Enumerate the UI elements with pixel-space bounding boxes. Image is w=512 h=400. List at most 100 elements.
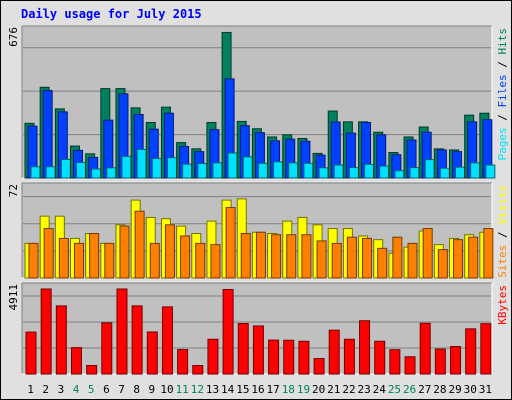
bar-sites-day-14 (225, 207, 236, 279)
x-tick-label-day-17: 17 (267, 383, 280, 396)
bar-sites-day-9 (149, 242, 160, 279)
legend-kbytes: KBytes (496, 285, 509, 325)
bar-kbytes-day-5 (86, 365, 98, 375)
bar-sites-day-10 (164, 224, 175, 279)
legend-pages: Pages (496, 127, 509, 160)
legend-files: Files (496, 74, 509, 107)
bar-pages-day-22 (348, 167, 359, 179)
bar-pages-day-8 (136, 148, 147, 179)
bar-pages-day-25 (394, 170, 405, 179)
bar-sites-day-23 (362, 237, 373, 279)
bar-sites-day-31 (483, 228, 494, 279)
bar-kbytes-day-26 (404, 356, 416, 375)
bar-sites-day-16 (255, 231, 266, 279)
x-tick-label-day-6: 6 (103, 383, 110, 396)
bar-pages-day-19 (303, 162, 314, 179)
bar-pages-day-5 (91, 168, 102, 179)
chart-panel-3: 4911 KBytes (7, 282, 509, 375)
bar-sites-day-30 (468, 236, 479, 279)
bar-sites-day-17 (271, 234, 282, 279)
bar-kbytes-day-21 (328, 329, 340, 375)
y-max-label: 676 (7, 27, 20, 47)
bar-sites-day-5 (89, 233, 100, 279)
x-tick-label-day-10: 10 (160, 383, 173, 396)
x-tick-label-day-21: 21 (327, 383, 340, 396)
bar-kbytes-day-3 (55, 305, 67, 375)
bar-pages-day-17 (273, 161, 284, 179)
bar-pages-day-27 (424, 159, 435, 179)
bar-kbytes-day-18 (283, 339, 295, 375)
bar-sites-day-20 (316, 240, 327, 279)
x-tick-label-day-14: 14 (221, 383, 235, 396)
x-tick-label-day-2: 2 (42, 383, 49, 396)
x-tick-label-day-27: 27 (418, 383, 431, 396)
bar-kbytes-day-1 (25, 331, 37, 375)
x-tick-label-day-7: 7 (118, 383, 125, 396)
chart-title: Daily usage for July 2015 (21, 7, 202, 21)
bar-pages-day-30 (470, 162, 481, 179)
bar-pages-day-11 (182, 163, 193, 179)
bar-pages-day-29 (455, 166, 466, 179)
bar-kbytes-day-23 (359, 320, 371, 375)
bar-kbytes-day-12 (192, 365, 204, 375)
bar-sites-day-7 (119, 225, 130, 279)
x-tick-label-day-13: 13 (206, 383, 219, 396)
bar-pages-day-4 (75, 161, 86, 179)
x-tick-label-day-23: 23 (358, 383, 371, 396)
bar-pages-day-10 (166, 157, 177, 179)
bar-sites-day-4 (73, 242, 84, 279)
chart-panel-1: 676 Pages / Files / Hits (7, 25, 509, 179)
x-tick-label-day-26: 26 (403, 383, 416, 396)
x-tick-label-day-4: 4 (73, 383, 80, 396)
bar-kbytes-day-28 (434, 348, 446, 375)
bar-sites-day-3 (58, 237, 69, 279)
legend-separator: / (496, 108, 509, 128)
bar-kbytes-day-20 (313, 358, 325, 375)
bar-pages-day-14 (227, 152, 238, 179)
bar-pages-day-7 (121, 155, 132, 179)
bar-kbytes-day-29 (450, 346, 462, 375)
x-tick-label-day-18: 18 (282, 383, 295, 396)
bar-kbytes-day-11 (177, 349, 189, 375)
bar-kbytes-day-15 (237, 322, 249, 375)
bar-pages-day-18 (288, 162, 299, 179)
x-tick-label-day-5: 5 (88, 383, 95, 396)
bar-sites-day-18 (286, 234, 297, 279)
x-tick-label-day-29: 29 (448, 383, 461, 396)
bar-kbytes-day-19 (298, 340, 310, 375)
bar-sites-day-15 (240, 233, 251, 279)
x-tick-label-day-31: 31 (479, 383, 492, 396)
x-tick-label-day-30: 30 (464, 383, 477, 396)
bar-kbytes-day-17 (268, 339, 280, 375)
bar-kbytes-day-24 (374, 340, 386, 375)
bar-sites-day-22 (346, 236, 357, 279)
bar-kbytes-day-16 (252, 325, 264, 375)
bar-kbytes-day-9 (146, 331, 158, 375)
bar-pages-day-20 (318, 167, 329, 179)
x-tick-label-day-8: 8 (133, 383, 140, 396)
legend-sites: Sites (496, 245, 509, 278)
x-axis-day-labels: 1 2 3 4 5 6 7 8 9 10 11 12 13 14 15 16 17 18 19 20 21 22 23 24 2… (27, 383, 492, 396)
legend-2: Sites / Visits (496, 185, 509, 278)
chart-panel-2: 72 Sites / Visits (7, 182, 509, 279)
bar-sites-day-21 (331, 242, 342, 279)
bar-sites-day-8 (134, 210, 145, 279)
legend-visits: Visits (496, 185, 509, 225)
bar-sites-day-24 (377, 247, 388, 279)
x-tick-label-day-16: 16 (251, 383, 264, 396)
bar-kbytes-day-14 (222, 288, 234, 375)
legend-hits: Hits (496, 28, 509, 55)
bar-kbytes-day-13 (207, 338, 219, 375)
bar-sites-day-27 (422, 228, 433, 279)
x-tick-label-day-28: 28 (433, 383, 446, 396)
bar-pages-day-12 (197, 163, 208, 179)
bar-sites-day-11 (180, 235, 191, 279)
bar-sites-day-12 (195, 242, 206, 279)
bar-pages-day-1 (30, 166, 41, 179)
bar-sites-day-1 (28, 242, 39, 279)
bar-pages-day-15 (242, 156, 253, 179)
bar-pages-day-6 (106, 167, 117, 179)
x-tick-label-day-25: 25 (388, 383, 401, 396)
bar-pages-day-2 (45, 166, 56, 179)
